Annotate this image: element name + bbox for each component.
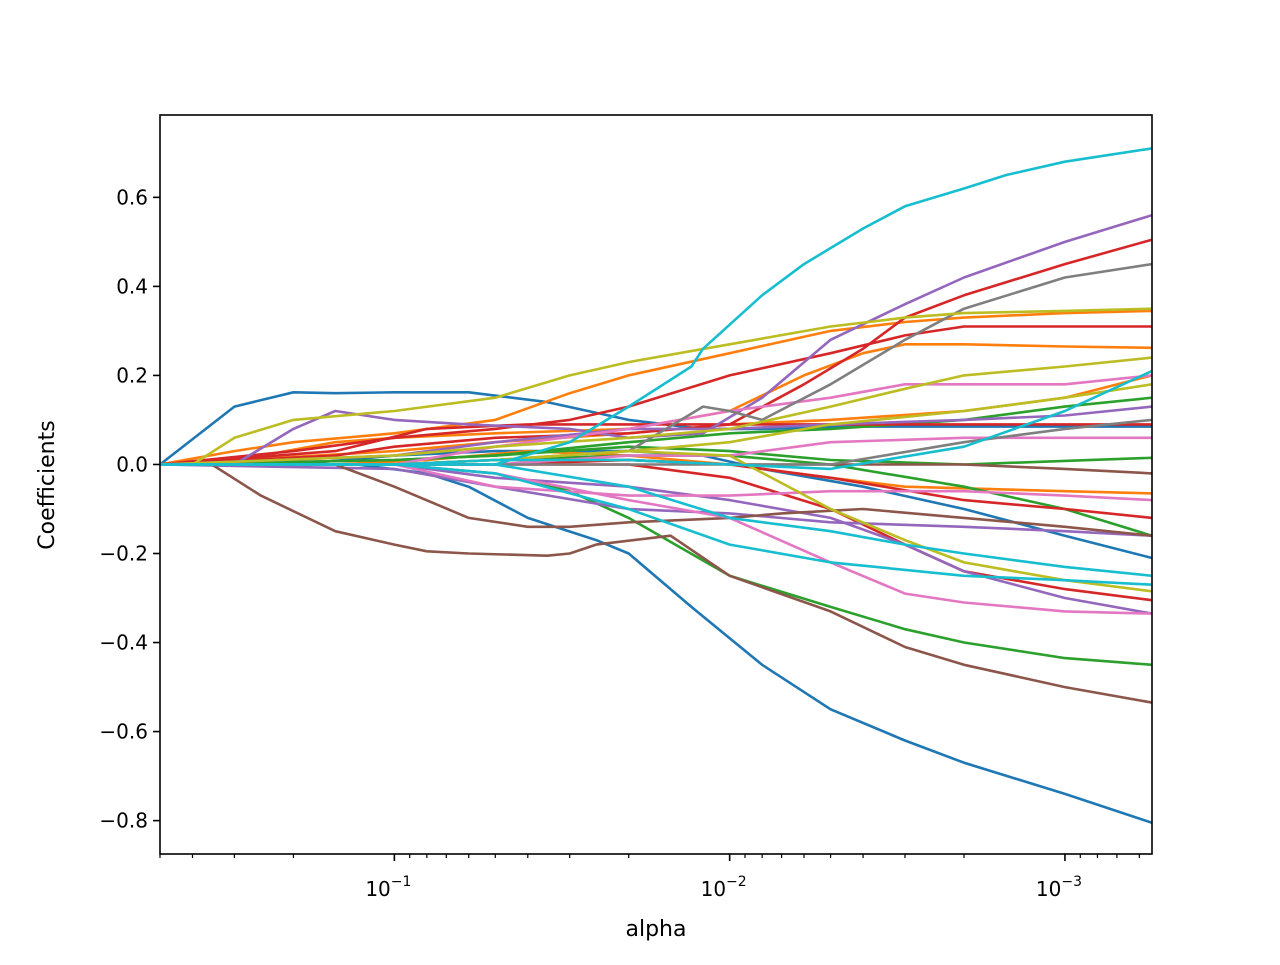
series-line-22 xyxy=(160,463,1152,538)
y-tick-label: −0.8 xyxy=(99,809,148,833)
series-line-5 xyxy=(160,342,1152,466)
series-line-13 xyxy=(160,238,1152,466)
series-line-21 xyxy=(160,463,1152,704)
series-line-1 xyxy=(160,390,1152,466)
x-tick-label: 10−2 xyxy=(701,874,747,901)
series-line-4 xyxy=(160,309,1152,466)
y-tick-label: 0.0 xyxy=(116,452,148,476)
plot-frame xyxy=(159,114,1153,855)
x-axis: 10−1 10−2 10−3 xyxy=(159,854,1140,901)
series-line-6 xyxy=(160,449,1152,495)
series-line-30 xyxy=(160,307,1152,466)
y-tick-label: 0.2 xyxy=(116,363,148,387)
y-tick-label: 0.4 xyxy=(116,274,148,298)
y-tick-label: −0.2 xyxy=(99,542,148,566)
x-tick-label: 10−3 xyxy=(1036,874,1082,901)
y-tick-label: −0.4 xyxy=(99,631,148,655)
series-line-19 xyxy=(160,463,1152,538)
series-line-37 xyxy=(160,369,1152,471)
series-line-35 xyxy=(160,463,1152,587)
series-line-18 xyxy=(160,463,1152,615)
x-axis-label: alpha xyxy=(626,917,687,942)
y-axis: 0.6 0.4 0.2 0.0 −0.2 −0.4 −0.6 −0.8 xyxy=(99,185,160,833)
y-axis-label: Coefficients xyxy=(35,420,60,549)
series-line-15 xyxy=(160,423,1152,466)
series-line-32 xyxy=(160,356,1152,466)
y-tick-label: 0.6 xyxy=(116,185,148,209)
y-tick-label: −0.6 xyxy=(99,720,148,744)
series-line-12 xyxy=(160,325,1152,466)
series-line-24 xyxy=(160,374,1152,466)
series-line-26 xyxy=(160,463,1152,615)
series-line-36 xyxy=(160,463,1152,578)
x-tick-label: 10−1 xyxy=(365,874,411,901)
series-line-25 xyxy=(160,463,1152,502)
series-layer xyxy=(160,147,1152,825)
series-line-34 xyxy=(160,147,1152,466)
